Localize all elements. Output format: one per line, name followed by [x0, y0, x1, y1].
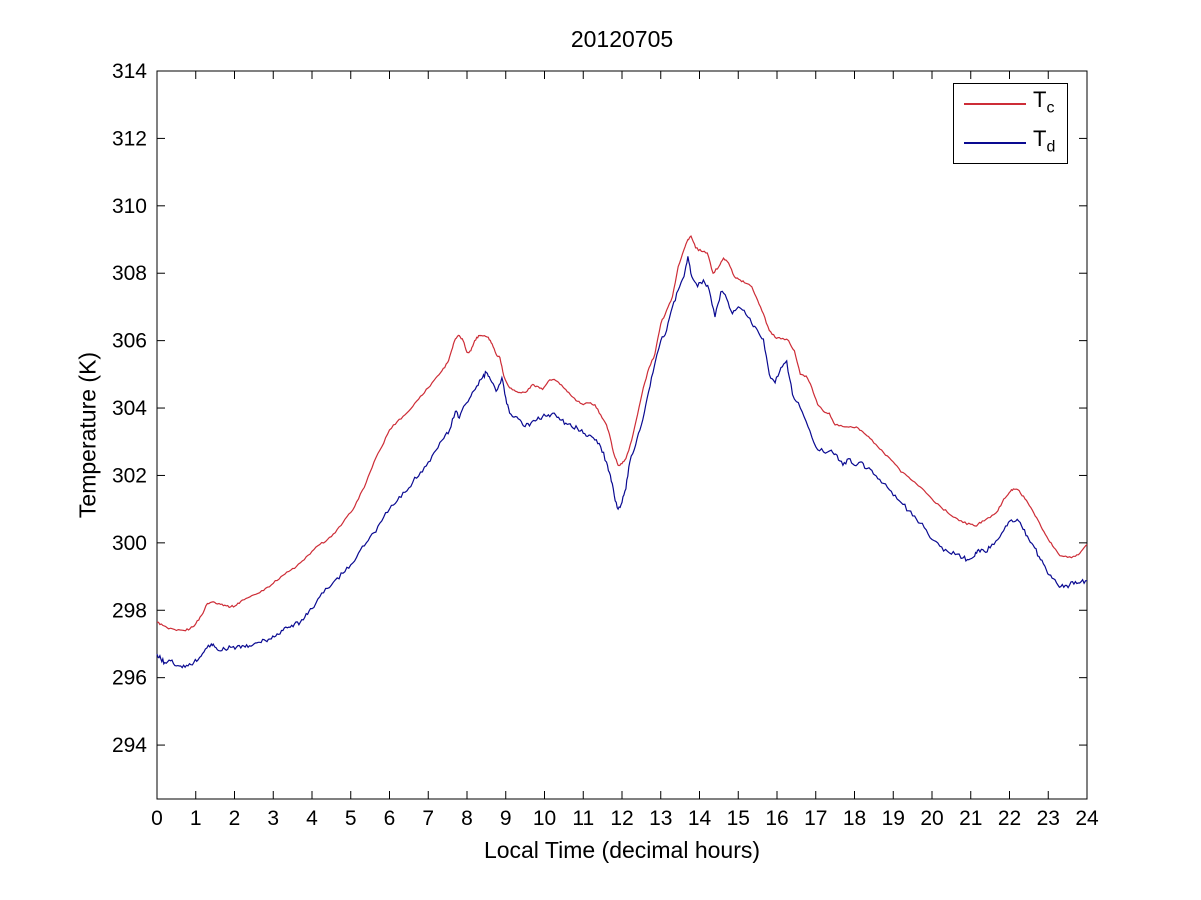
- y-tick-label: 308: [112, 262, 147, 285]
- x-tick-label: 2: [229, 807, 241, 830]
- y-tick-label: 314: [112, 60, 147, 83]
- legend-entry-td: Td: [954, 128, 1067, 158]
- y-tick-label: 312: [112, 127, 147, 150]
- series-line-t_d: [156, 256, 1088, 669]
- x-tick-label: 3: [267, 807, 279, 830]
- y-tick-label: 310: [112, 195, 147, 218]
- legend-line-tc-icon: [964, 102, 1026, 105]
- x-tick-label: 23: [1037, 807, 1060, 830]
- y-tick-label: 302: [112, 464, 147, 487]
- legend: Tc Td: [953, 83, 1068, 164]
- x-tick-label: 11: [572, 807, 594, 830]
- y-tick-label: 296: [112, 667, 147, 690]
- axes-box: [156, 70, 1088, 800]
- x-tick-label: 0: [151, 807, 163, 830]
- series-line-t_c: [156, 235, 1088, 632]
- x-tick-label: 8: [461, 807, 473, 830]
- y-tick-label: 304: [112, 397, 147, 420]
- x-tick-label: 24: [1075, 807, 1099, 830]
- x-tick-label: 17: [804, 807, 827, 830]
- legend-label-td: Td: [1033, 126, 1056, 156]
- x-tick-label: 9: [500, 807, 512, 830]
- x-tick-label: 12: [610, 807, 633, 830]
- x-tick-label: 5: [345, 807, 357, 830]
- y-axis-label-text: Temperature (K): [74, 351, 101, 519]
- legend-label-tc: Tc: [1033, 86, 1055, 116]
- x-tick-label: 22: [998, 807, 1021, 830]
- y-tick-label: 298: [112, 599, 147, 622]
- y-tick-label: 294: [112, 734, 147, 757]
- legend-entry-tc: Tc: [954, 86, 1067, 119]
- x-tick-label: 6: [384, 807, 396, 830]
- x-tick-label: 1: [190, 807, 202, 830]
- x-tick-label: 18: [843, 807, 866, 830]
- x-tick-label: 14: [688, 807, 712, 830]
- legend-line-td-icon: [964, 142, 1026, 145]
- x-tick-label: 21: [959, 807, 982, 830]
- x-tick-label: 10: [533, 807, 556, 830]
- x-tick-label: 7: [422, 807, 434, 830]
- x-tick-label: 19: [882, 807, 905, 830]
- x-tick-label: 4: [306, 807, 318, 830]
- y-tick-label: 300: [112, 532, 147, 555]
- x-tick-label: 20: [920, 807, 943, 830]
- y-tick-label: 306: [112, 330, 147, 353]
- chart-title: 20120705: [570, 26, 674, 52]
- x-tick-label: 13: [649, 807, 672, 830]
- x-tick-label: 16: [765, 807, 788, 830]
- x-tick-label: 15: [727, 807, 750, 830]
- x-axis-label: Local Time (decimal hours): [483, 837, 761, 863]
